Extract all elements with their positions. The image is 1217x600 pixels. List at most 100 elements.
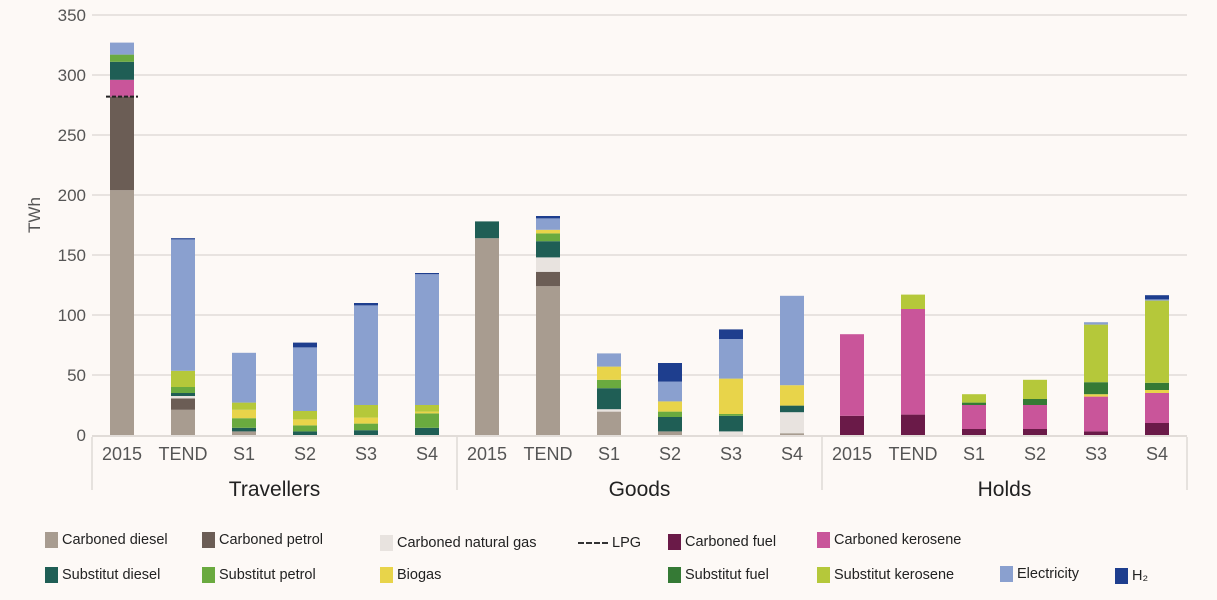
bar-segment [780, 405, 804, 413]
bar-segment [1023, 399, 1047, 405]
bar-segment [962, 429, 986, 435]
bar-segment [780, 412, 804, 434]
legend-swatch [1115, 568, 1128, 584]
bar-segment [597, 379, 621, 389]
x-tick-label: 2015 [467, 444, 507, 464]
bar-segment [293, 419, 317, 426]
bar-segment [354, 305, 378, 405]
legend-item: Carboned natural gas [380, 535, 536, 551]
bar-segment [536, 286, 560, 435]
x-tick-label: S3 [1085, 444, 1107, 464]
legend-label: Carboned diesel [62, 532, 168, 548]
legend-item: H₂ [1115, 568, 1148, 584]
group-label: Goods [609, 478, 671, 501]
legend-item: Substitut diesel [45, 567, 160, 583]
bar-segment [536, 233, 560, 242]
y-tick-label: 350 [58, 6, 86, 25]
bar-segment [1084, 324, 1108, 383]
x-tick-label: TEND [159, 444, 208, 464]
y-tick-label: 100 [58, 306, 86, 325]
bar-segment [110, 190, 134, 435]
bar-segment [293, 347, 317, 411]
bar-segment [293, 342, 317, 348]
bar-segment [1145, 390, 1169, 393]
bar-segment [536, 216, 560, 219]
bar-segment [840, 334, 864, 416]
bar-segment [415, 427, 439, 435]
bar-segment [171, 239, 195, 371]
legend-item: Carboned diesel [45, 532, 168, 548]
x-tick-label: S4 [416, 444, 438, 464]
bar-segment [536, 218, 560, 230]
x-tick-label: S1 [598, 444, 620, 464]
bar-segment [719, 378, 743, 414]
bar-segment [171, 238, 195, 240]
bar-segment [232, 352, 256, 403]
legend-swatch [817, 532, 830, 548]
group-label: Holds [978, 478, 1032, 501]
bar-segment [415, 405, 439, 412]
bar-segment [840, 415, 864, 435]
bar-segment [475, 221, 499, 239]
bar-segment [475, 238, 499, 435]
bar-segment [1145, 299, 1169, 301]
bar-segment [901, 294, 925, 309]
bar-segment [415, 411, 439, 414]
bar-segment [232, 402, 256, 410]
bar-segment [1023, 405, 1047, 429]
bar-segment [719, 414, 743, 416]
x-tick-label: S4 [781, 444, 803, 464]
bar-segment [658, 431, 682, 435]
x-tick-label: S2 [659, 444, 681, 464]
bar-segment [536, 257, 560, 272]
legend-item: Substitut kerosene [817, 567, 954, 583]
bar-segment [780, 295, 804, 386]
bar-segment [719, 339, 743, 379]
bar-segment [536, 241, 560, 258]
bar-segment [1145, 382, 1169, 390]
x-tick-label: S4 [1146, 444, 1168, 464]
y-tick-label: 300 [58, 66, 86, 85]
stacked-bar-chart: 0 50 100 150 200 250 300 350 TWh Travellers 2015 TE… [25, 6, 1188, 501]
legend-label: Carboned petrol [219, 532, 323, 548]
bar-segment [232, 418, 256, 428]
bar-segment [354, 423, 378, 431]
legend-item: Biogas [380, 567, 441, 583]
bar-segment [110, 42, 134, 55]
bar-segment [597, 409, 621, 412]
x-tick-label: TEND [889, 444, 938, 464]
bar-segment [536, 229, 560, 234]
y-tick-label: 50 [67, 366, 86, 385]
legend-swatch [668, 534, 681, 550]
legend-label: Substitut diesel [62, 567, 161, 583]
bar-segment [1084, 396, 1108, 432]
bar-segment [171, 387, 195, 393]
x-tick-label: S3 [355, 444, 377, 464]
bar-segment [719, 329, 743, 339]
legend-swatch [45, 532, 58, 548]
bar-segment [415, 274, 439, 405]
bar-segment [901, 309, 925, 415]
x-tick-label: S3 [720, 444, 742, 464]
legend-label: Carboned kerosene [834, 532, 962, 548]
bar-segment [719, 415, 743, 432]
x-tick-label: S1 [233, 444, 255, 464]
bar-segment [232, 431, 256, 435]
y-tick-label: 0 [77, 426, 86, 445]
legend-swatch [45, 567, 58, 583]
bar-segment [658, 401, 682, 412]
legend-label: Electricity [1017, 566, 1080, 582]
bar-segment [1023, 429, 1047, 435]
bar-segment [658, 381, 682, 402]
bar-segment [597, 353, 621, 367]
bar-segment [780, 385, 804, 406]
x-tick-label: 2015 [832, 444, 872, 464]
bar-segment [901, 414, 925, 435]
bar-segment [597, 366, 621, 380]
legend-label: Carboned fuel [685, 534, 777, 550]
y-tick-label: 150 [58, 246, 86, 265]
legend-item: Carboned kerosene [817, 532, 961, 548]
bar-segment [1023, 379, 1047, 399]
x-tick-label: S1 [963, 444, 985, 464]
bar-segment [171, 370, 195, 387]
